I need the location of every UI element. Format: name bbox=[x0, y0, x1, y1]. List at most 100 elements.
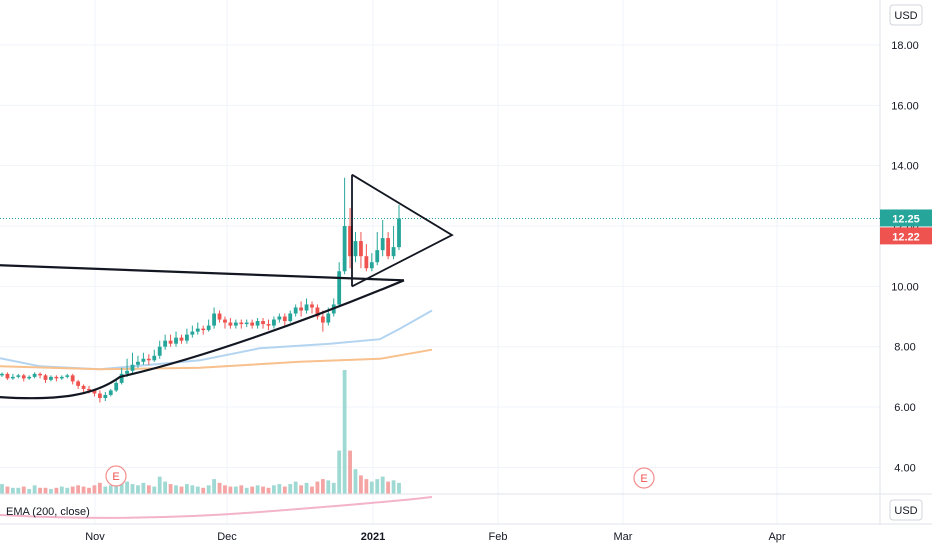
time-axis[interactable]: Nov Dec 2021 Feb Mar Apr bbox=[85, 531, 786, 543]
volume-bars bbox=[0, 370, 401, 494]
candle-body bbox=[310, 304, 314, 308]
volume-bar bbox=[179, 486, 184, 494]
volume-bar bbox=[304, 482, 309, 494]
volume-bar bbox=[0, 484, 4, 494]
cup-curve-drawing[interactable] bbox=[0, 279, 405, 400]
volume-bar bbox=[76, 485, 81, 494]
user-drawings[interactable] bbox=[0, 173, 454, 400]
candle-body bbox=[114, 382, 119, 391]
volume-bar bbox=[255, 485, 260, 494]
volume-bar bbox=[103, 486, 108, 494]
ema-indicator-line bbox=[0, 496, 433, 519]
indicator-label[interactable]: EMA (200, close) bbox=[6, 506, 90, 518]
volume-bar bbox=[119, 479, 124, 494]
time-tick-label: Mar bbox=[614, 531, 633, 543]
pennant-triangle-drawing[interactable] bbox=[351, 173, 454, 288]
candle-body bbox=[0, 373, 4, 376]
candle-body bbox=[163, 340, 168, 347]
candle-body bbox=[168, 340, 173, 344]
candle-body bbox=[108, 390, 113, 395]
volume-bar bbox=[380, 476, 385, 494]
volume-bar bbox=[326, 480, 331, 494]
volume-bar bbox=[185, 484, 189, 494]
candle-body bbox=[386, 238, 391, 257]
candle-body bbox=[299, 307, 304, 311]
candle-body bbox=[369, 262, 374, 269]
candle-body bbox=[353, 241, 358, 257]
volume-bar bbox=[81, 486, 86, 494]
currency-button-top[interactable]: USD bbox=[889, 4, 923, 26]
candle-body bbox=[364, 256, 369, 269]
volume-bar bbox=[38, 487, 42, 494]
candle-body bbox=[223, 319, 227, 323]
volume-bar bbox=[92, 485, 97, 494]
candle-body bbox=[233, 322, 238, 326]
volume-bar bbox=[146, 485, 151, 494]
price-tick-label: 14.00 bbox=[891, 161, 919, 173]
time-tick-label: Nov bbox=[85, 531, 105, 543]
volume-bar bbox=[315, 481, 320, 494]
candle-body bbox=[266, 324, 271, 326]
candle-body bbox=[190, 331, 195, 335]
volume-bar bbox=[152, 486, 157, 494]
volume-bar bbox=[353, 469, 358, 494]
earnings-marker-mar[interactable]: E bbox=[633, 467, 655, 489]
vertical-gridlines bbox=[94, 0, 778, 524]
volume-bar bbox=[163, 481, 168, 494]
volume-bar bbox=[125, 481, 129, 494]
candle-body bbox=[119, 373, 124, 383]
volume-bar bbox=[310, 486, 314, 494]
volume-bar bbox=[87, 487, 91, 494]
candle-body bbox=[146, 358, 151, 361]
earnings-label: E bbox=[640, 473, 647, 485]
volume-bar bbox=[277, 484, 282, 494]
volume-bar bbox=[174, 485, 178, 494]
candle-body bbox=[179, 337, 184, 341]
candle-body bbox=[348, 226, 352, 257]
volume-bar bbox=[141, 482, 146, 494]
candle-body bbox=[375, 250, 380, 263]
volume-bar bbox=[250, 486, 255, 494]
candle-body bbox=[38, 373, 42, 376]
volume-bar bbox=[190, 485, 195, 494]
candle-body bbox=[81, 385, 86, 389]
volume-bar bbox=[16, 487, 21, 494]
candle-body bbox=[359, 241, 363, 257]
candle-body bbox=[59, 376, 64, 379]
last-price-label: 12.25 bbox=[880, 209, 932, 227]
ema-orange-line bbox=[0, 348, 433, 371]
price-tick-label: 6.00 bbox=[894, 402, 915, 414]
volume-bar bbox=[320, 479, 325, 494]
candle-body bbox=[282, 316, 287, 322]
horizontal-trendline-drawing[interactable] bbox=[0, 264, 405, 282]
candle-body bbox=[337, 271, 342, 305]
candle-body bbox=[136, 361, 140, 365]
earnings-marker-nov[interactable]: E bbox=[105, 465, 127, 487]
volume-bar bbox=[97, 482, 102, 494]
candle-body bbox=[65, 375, 70, 377]
currency-button-indicator[interactable]: USD bbox=[889, 499, 923, 521]
earnings-circle bbox=[633, 467, 655, 489]
volume-bar bbox=[228, 486, 233, 494]
earnings-label: E bbox=[112, 471, 119, 483]
candle-body bbox=[103, 394, 108, 398]
candlesticks bbox=[0, 177, 401, 403]
candle-body bbox=[320, 316, 325, 323]
candle-body bbox=[293, 307, 298, 314]
candle-body bbox=[272, 319, 276, 326]
candle-body bbox=[141, 358, 146, 362]
candle-body bbox=[304, 304, 309, 311]
candle-body bbox=[217, 313, 222, 320]
candle-body bbox=[380, 238, 385, 251]
volume-bar bbox=[369, 481, 374, 494]
volume-bar bbox=[168, 484, 173, 494]
volume-bar bbox=[157, 476, 162, 494]
time-tick-label: Dec bbox=[217, 531, 237, 543]
candle-body bbox=[228, 322, 233, 326]
candle-body bbox=[391, 247, 396, 257]
volume-bar bbox=[59, 486, 64, 494]
volume-bar bbox=[266, 487, 271, 494]
